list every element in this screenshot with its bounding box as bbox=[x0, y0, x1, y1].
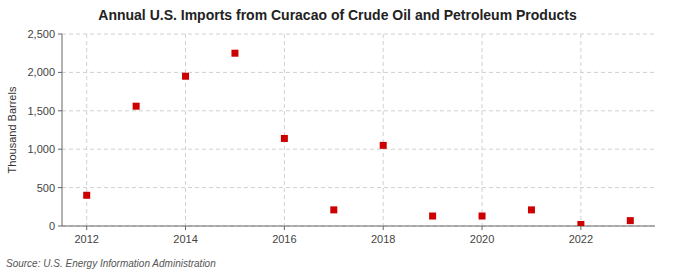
y-axis-line bbox=[62, 34, 63, 226]
x-tick bbox=[86, 226, 87, 230]
y-tick bbox=[58, 110, 62, 111]
y-axis-label: Thousand Barrels bbox=[6, 86, 18, 173]
x-axis-line bbox=[62, 226, 655, 227]
point bbox=[528, 206, 535, 213]
point bbox=[479, 213, 486, 220]
x-tick bbox=[185, 226, 186, 230]
y-tick bbox=[58, 187, 62, 188]
source: Source: U.S. Energy Information Administ… bbox=[6, 258, 216, 269]
point bbox=[577, 221, 584, 226]
x-tick bbox=[580, 226, 581, 230]
point bbox=[83, 192, 90, 199]
x-tick bbox=[284, 226, 285, 230]
y-tick bbox=[58, 149, 62, 150]
grid-line-x bbox=[482, 34, 483, 226]
grid-line-y bbox=[62, 226, 655, 227]
y-tick-label: 1,500 bbox=[27, 105, 55, 117]
point bbox=[182, 73, 189, 80]
point bbox=[627, 217, 634, 224]
x-tick-label: 2016 bbox=[272, 233, 296, 245]
y-tick-label: 0 bbox=[49, 220, 55, 232]
grid-line-y bbox=[62, 149, 655, 150]
grid-line-x bbox=[185, 34, 186, 226]
chart: Annual U.S. Imports from Curacao of Crud… bbox=[0, 0, 675, 275]
chart-container: Annual U.S. Imports from Curacao of Crud… bbox=[0, 0, 675, 275]
y-tick-label: 1,000 bbox=[27, 143, 55, 155]
point bbox=[133, 103, 140, 110]
axes: 0 500 1,000 1,500 2,000 2,500 2012 2014 2016 2018… bbox=[27, 28, 655, 245]
x-tick-label: 2012 bbox=[74, 233, 98, 245]
y-tick-label: 2,500 bbox=[27, 28, 55, 40]
point bbox=[429, 213, 436, 220]
grid-line-x bbox=[383, 34, 384, 226]
grid bbox=[62, 34, 655, 226]
point bbox=[281, 135, 288, 142]
x-tick-label: 2018 bbox=[371, 233, 395, 245]
y-tick bbox=[58, 226, 62, 227]
grid-line-y bbox=[62, 187, 655, 188]
x-tick-label: 2014 bbox=[173, 233, 197, 245]
y-tick bbox=[58, 34, 62, 35]
y-tick-label: 500 bbox=[37, 182, 55, 194]
point bbox=[231, 50, 238, 57]
y-tick-label: 2,000 bbox=[27, 66, 55, 78]
x-tick-label: 2022 bbox=[569, 233, 593, 245]
title: Annual U.S. Imports from Curacao of Crud… bbox=[98, 7, 577, 23]
point bbox=[380, 142, 387, 149]
x-tick bbox=[482, 226, 483, 230]
points bbox=[83, 50, 634, 226]
y-tick bbox=[58, 72, 62, 73]
x-tick bbox=[383, 226, 384, 230]
grid-line-y bbox=[62, 34, 655, 35]
point bbox=[330, 206, 337, 213]
grid-line-y bbox=[62, 110, 655, 111]
grid-line-x bbox=[580, 34, 581, 226]
grid-line-x bbox=[284, 34, 285, 226]
grid-line-y bbox=[62, 72, 655, 73]
x-tick-label: 2020 bbox=[470, 233, 494, 245]
